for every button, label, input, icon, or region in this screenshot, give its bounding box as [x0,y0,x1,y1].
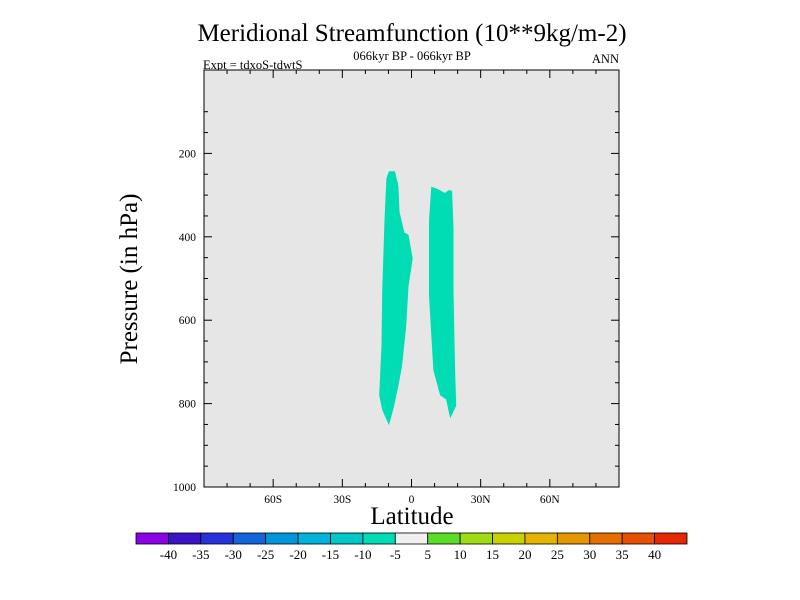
colorbar-label: -40 [160,547,177,562]
colorbar-label: 10 [454,547,467,562]
colorbar-swatch [427,532,461,545]
colorbar-label: 25 [551,547,564,562]
x-tick-label: 30S [333,494,351,506]
colorbar-label: -5 [390,547,401,562]
colorbar-swatch [232,532,267,545]
colorbar-swatch [265,532,299,545]
colorbar-swatch [621,532,655,545]
colorbar-label: -30 [225,547,242,562]
x-tick-label: 60S [264,494,282,506]
colorbar-label: -10 [354,547,371,562]
x-axis-label: Latitude [370,503,453,530]
colorbar: -40 -35 -30 -25 -20 -15 -10 -5 5 10 15 20 25 30 35 40 [135,532,688,562]
chart-subtitle: 066kyr BP - 066kyr BP [353,49,471,63]
colorbar-swatch [492,532,526,545]
colorbar-label: -15 [322,547,339,562]
colorbar-swatch [459,532,493,545]
colorbar-label: 40 [648,547,661,562]
colorbar-label: 15 [486,547,499,562]
y-tick-label: 400 [179,232,197,244]
colorbar-swatch [654,532,688,545]
x-tick-label: 60N [540,494,561,506]
colorbar-swatch [524,532,558,545]
colorbar-swatch [330,532,364,545]
colorbar-swatch [362,532,396,545]
y-tick-label: 200 [179,148,197,160]
y-tick-label: 800 [179,399,197,411]
y-tick-label: 1000 [173,482,196,494]
colorbar-swatch [297,532,331,545]
x-tick-label: 30N [471,494,492,506]
y-axis-label: Pressure (in hPa) [116,194,143,365]
colorbar-swatch [589,532,623,545]
experiment-label: Expt = tdxoS-tdwtS [203,58,302,72]
colorbar-label: 35 [616,547,629,562]
colorbar-label: -25 [257,547,274,562]
colorbar-label: 5 [424,547,431,562]
colorbar-label: 30 [583,547,596,562]
colorbar-label: -20 [289,547,306,562]
colorbar-swatch [200,532,234,545]
colorbar-swatch [168,532,202,545]
colorbar-swatch [135,532,169,545]
season-label: ANN [592,52,619,66]
chart-title: Meridional Streamfunction (10**9kg/m-2) [197,20,626,47]
contour-fill-region-2 [429,186,457,419]
plot-area [204,70,619,487]
colorbar-swatch [556,532,591,545]
colorbar-swatch [394,532,429,545]
colorbar-label: -35 [192,547,209,562]
x-tick-label: 0 [409,494,415,506]
colorbar-label: 20 [518,547,531,562]
contour-fill-region-1 [379,171,413,426]
y-tick-label: 600 [179,315,197,327]
